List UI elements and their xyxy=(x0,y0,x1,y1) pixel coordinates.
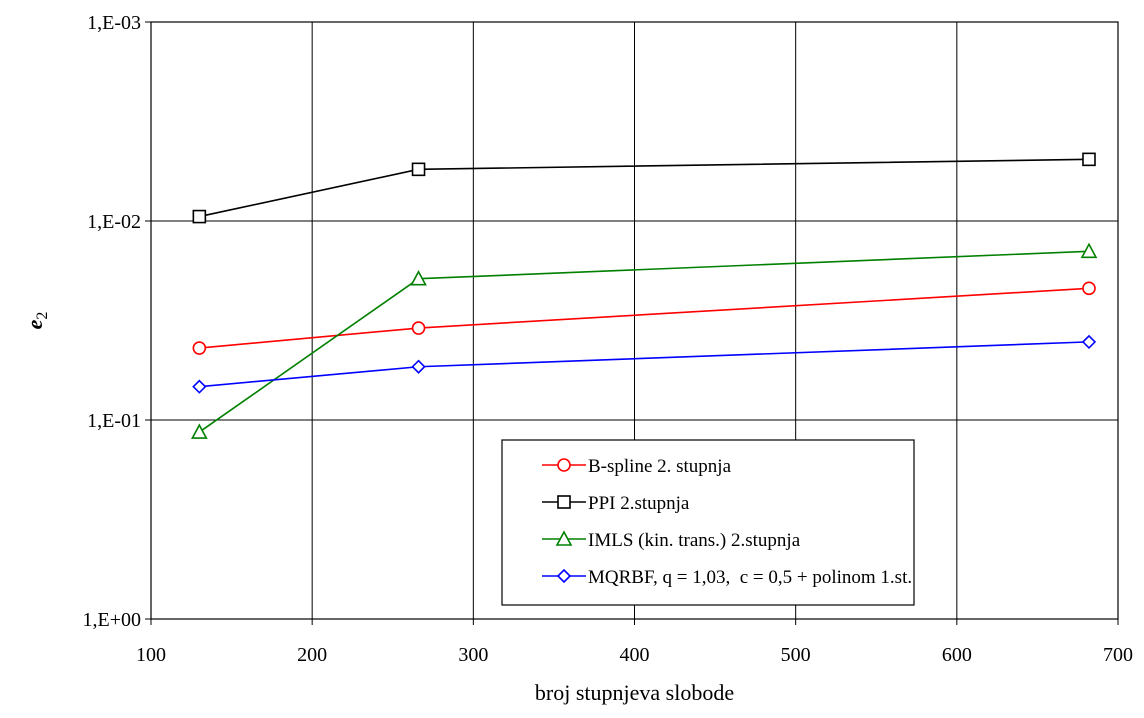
x-tick-label-300: 300 xyxy=(458,644,488,666)
y-axis-title-main: e xyxy=(22,319,47,329)
series-2-point-1 xyxy=(410,270,427,286)
series-3-point-2 xyxy=(1081,334,1097,350)
x-tick-label-400: 400 xyxy=(620,644,650,666)
x-tick-label-700: 700 xyxy=(1103,644,1133,666)
series-0 xyxy=(192,281,1096,355)
series-0-point-2 xyxy=(1082,281,1096,296)
y-tick-label-3: 1,E+00 xyxy=(83,609,142,631)
series-1 xyxy=(192,152,1096,224)
legend: B-spline 2. stupnja PPI 2.stupnja IMLS (ki… xyxy=(501,439,915,606)
series-1-point-1 xyxy=(411,162,426,177)
legend-swatch-marker-3 xyxy=(556,568,572,584)
x-tick-label-500: 500 xyxy=(781,644,811,666)
legend-item-2: IMLS (kin. trans.) 2.stupnja xyxy=(542,530,801,551)
series-3 xyxy=(192,334,1097,394)
y-axis-title: e2 xyxy=(22,312,51,330)
x-tick-label-100: 100 xyxy=(136,644,166,666)
legend-label-1: PPI 2.stupnja xyxy=(588,493,690,514)
legend-label-0: B-spline 2. stupnja xyxy=(588,456,732,477)
legend-swatch-marker-0 xyxy=(557,458,571,472)
series-3-point-0 xyxy=(192,379,207,394)
legend-item-3: MQRBF, q = 1,03, c = 0,5 + polinom 1.st. xyxy=(542,567,912,588)
series-2-point-2 xyxy=(1080,242,1098,259)
x-tick-label-200: 200 xyxy=(297,644,327,666)
tick-labels: 100 200 300 400 500 600 700 1,E-03 1,E-02 1,E-01 1… xyxy=(83,12,1134,666)
legend-item-0: B-spline 2. stupnja xyxy=(542,456,732,477)
grid xyxy=(151,22,1118,619)
series-3-point-1 xyxy=(411,359,426,374)
legend-item-1: PPI 2.stupnja xyxy=(542,493,690,514)
legend-label-2: IMLS (kin. trans.) 2.stupnja xyxy=(588,530,801,551)
series-0-point-1 xyxy=(411,321,426,335)
series-1-point-0 xyxy=(192,209,207,224)
legend-box xyxy=(501,439,915,606)
x-axis-title: broj stupnjeva slobode xyxy=(535,680,734,705)
axes xyxy=(145,21,1119,625)
legend-swatch-marker-1 xyxy=(557,495,571,509)
series-2 xyxy=(191,242,1098,439)
series-0-point-0 xyxy=(192,341,207,355)
y-axis-title-subscript: 2 xyxy=(34,312,51,320)
y-tick-label-1: 1,E-02 xyxy=(87,211,141,233)
x-tick-label-600: 600 xyxy=(942,644,972,666)
series-1-point-2 xyxy=(1082,152,1096,167)
series-2-point-0 xyxy=(191,423,208,439)
y-tick-label-2: 1,E-01 xyxy=(87,410,141,432)
series-group xyxy=(191,152,1098,439)
legend-swatch-marker-2 xyxy=(555,530,573,546)
plot-area-border xyxy=(150,21,1119,620)
legend-label-3: MQRBF, q = 1,03, c = 0,5 + polinom 1.st. xyxy=(588,567,912,588)
y-tick-label-0: 1,E-03 xyxy=(87,12,141,34)
